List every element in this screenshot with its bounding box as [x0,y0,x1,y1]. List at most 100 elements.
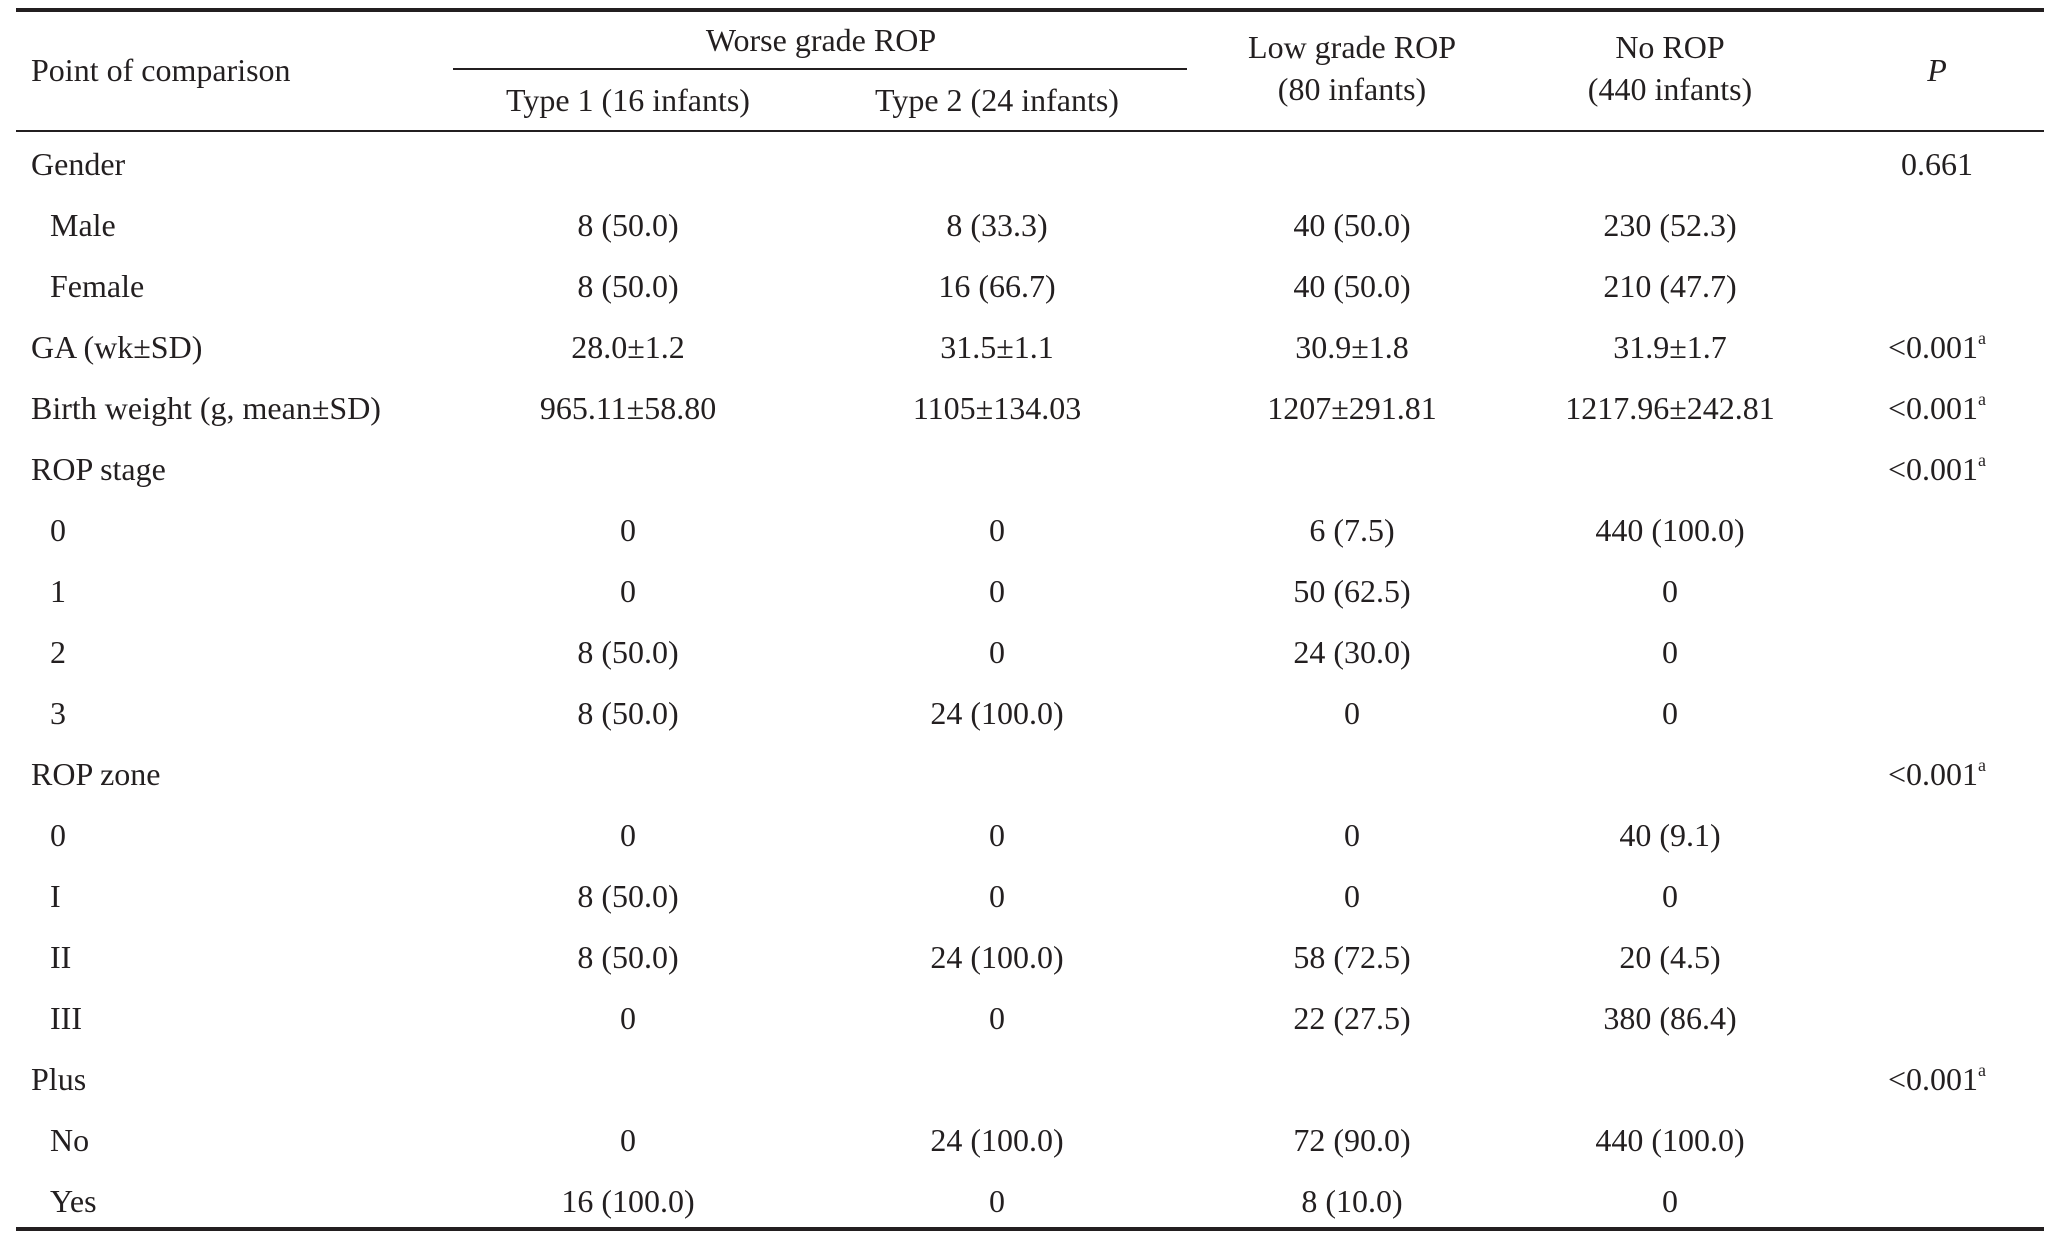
header-no-rop-line2: (440 infants) [1587,71,1753,107]
p-value-footnote-marker: a [1978,450,1987,470]
cell-low: 8 (10.0) [1301,1183,1403,1219]
cell-p-value: 0.661 [1901,146,1973,182]
cell-t1: 8 (50.0) [577,939,679,975]
cell-t2: 31.5±1.1 [940,329,1054,365]
row-label: GA (wk±SD) [31,329,203,365]
cell-low: 0 [1344,878,1360,914]
row-label: Birth weight (g, mean±SD) [31,390,381,426]
header-no-rop: No ROP (440 infants) [1588,26,1752,110]
cell-no: 0 [1662,1183,1678,1219]
cell-no: 31.9±1.7 [1613,329,1727,365]
p-value-text: <0.001 [1887,1061,1979,1097]
cell-t1: 0 [620,817,636,853]
cell-p-value: <0.001a [1888,329,1986,365]
cell-no: 440 (100.0) [1595,512,1745,548]
cell-no: 210 (47.7) [1603,268,1737,304]
cell-t1: 8 (50.0) [577,878,679,914]
header-low-grade: Low grade ROP (80 infants) [1248,26,1456,110]
cell-no: 230 (52.3) [1603,207,1737,243]
cell-t2: 0 [989,1000,1005,1036]
header-worse-grade: Worse grade ROP [705,22,937,58]
p-value-text: <0.001 [1887,329,1979,365]
cell-t2: 0 [989,817,1005,853]
cell-t1: 16 (100.0) [561,1183,695,1219]
cell-low: 6 (7.5) [1309,512,1395,548]
cell-t2: 24 (100.0) [930,695,1064,731]
row-label: I [50,878,61,914]
cell-low: 58 (72.5) [1293,939,1411,975]
cell-low: 0 [1344,817,1360,853]
cell-low: 30.9±1.8 [1295,329,1409,365]
cell-p-value: <0.001a [1888,756,1986,792]
header-type2: Type 2 (24 infants) [875,82,1119,118]
cell-no: 20 (4.5) [1619,939,1721,975]
header-no-rop-line1: No ROP [1615,29,1725,65]
row-label: III [50,1000,82,1036]
header-p: P [1927,52,1947,88]
table-header-rule [16,130,2044,132]
cell-t1: 0 [620,512,636,548]
header-low-grade-line2: (80 infants) [1277,71,1427,107]
row-label: Male [50,207,116,243]
row-label: Gender [31,146,126,182]
header-low-grade-line1: Low grade ROP [1248,29,1456,65]
cell-t2: 24 (100.0) [930,939,1064,975]
row-label: 0 [50,512,66,548]
cell-t2: 0 [989,878,1005,914]
cell-t1: 8 (50.0) [577,207,679,243]
p-value-footnote-marker: a [1978,389,1987,409]
cell-no: 380 (86.4) [1603,1000,1737,1036]
p-value-footnote-marker: a [1978,328,1987,348]
row-label: 1 [50,573,66,609]
header-point-of-comparison: Point of comparison [31,52,291,88]
cell-t1: 8 (50.0) [577,634,679,670]
row-label: 0 [50,817,66,853]
cell-t2: 16 (66.7) [938,268,1056,304]
cell-p-value: <0.001a [1888,390,1986,426]
cell-no: 440 (100.0) [1595,1122,1745,1158]
cell-no: 0 [1662,878,1678,914]
table-top-rule [16,8,2044,12]
cell-t1: 0 [620,1000,636,1036]
table-bottom-rule [16,1227,2044,1231]
cell-t2: 0 [989,573,1005,609]
cell-low: 24 (30.0) [1293,634,1411,670]
row-label: Plus [31,1061,87,1097]
cell-low: 50 (62.5) [1293,573,1411,609]
p-value-footnote-marker: a [1978,755,1987,775]
row-label: No [50,1122,90,1158]
cell-t2: 24 (100.0) [930,1122,1064,1158]
row-label: Yes [50,1183,97,1219]
worse-grade-span-rule [453,68,1187,70]
p-value-text: 0.661 [1901,146,1973,182]
cell-low: 1207±291.81 [1267,390,1437,426]
cell-t2: 8 (33.3) [946,207,1048,243]
cell-low: 72 (90.0) [1293,1122,1411,1158]
row-label: II [50,939,72,975]
cell-no: 40 (9.1) [1619,817,1721,853]
cell-no: 0 [1662,573,1678,609]
cell-low: 40 (50.0) [1293,268,1411,304]
cell-t2: 1105±134.03 [912,390,1082,426]
cell-t1: 8 (50.0) [577,268,679,304]
cell-t1: 28.0±1.2 [571,329,685,365]
p-value-text: <0.001 [1887,390,1979,426]
cell-t2: 0 [989,512,1005,548]
cell-t2: 0 [989,634,1005,670]
cell-t2: 0 [989,1183,1005,1219]
row-label: ROP zone [31,756,161,792]
cell-low: 0 [1344,695,1360,731]
p-value-text: <0.001 [1887,451,1979,487]
cell-low: 22 (27.5) [1293,1000,1411,1036]
cell-t1: 965.11±58.80 [539,390,717,426]
row-label: ROP stage [31,451,166,487]
cell-no: 0 [1662,695,1678,731]
cell-p-value: <0.001a [1888,451,1986,487]
cell-p-value: <0.001a [1888,1061,1986,1097]
header-type1: Type 1 (16 infants) [506,82,750,118]
p-value-footnote-marker: a [1978,1060,1987,1080]
cell-no: 1217.96±242.81 [1565,390,1775,426]
cell-low: 40 (50.0) [1293,207,1411,243]
cell-no: 0 [1662,634,1678,670]
